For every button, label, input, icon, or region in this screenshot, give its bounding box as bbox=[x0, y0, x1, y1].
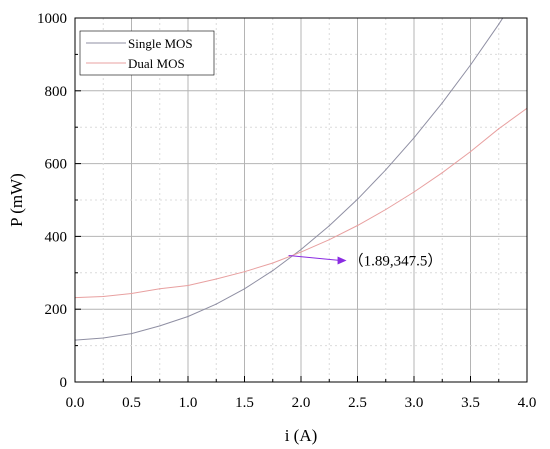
y-tick-label: 200 bbox=[45, 302, 68, 318]
legend-box bbox=[79, 30, 215, 76]
data-point-single-mos bbox=[385, 169, 387, 171]
annotation-label: （1.89,347.5） bbox=[349, 253, 443, 270]
plot-frame bbox=[74, 17, 528, 383]
data-point-dual-mos bbox=[187, 284, 189, 287]
legend-label-single-mos: Single MOS bbox=[128, 36, 193, 51]
x-tick-label: 3.5 bbox=[461, 395, 480, 411]
y-tick-label: 600 bbox=[45, 157, 68, 173]
x-tick-labels: 0.0 0.5 1.0 1.5 2.0 2.5 3.0 3.5 4.0 bbox=[66, 395, 537, 411]
y-tick-label: 1000 bbox=[37, 11, 67, 27]
data-point-single-mos bbox=[187, 315, 189, 318]
data-point-single-mos bbox=[272, 270, 274, 272]
x-tick-label: 2.0 bbox=[292, 395, 311, 411]
y-tick-label: 800 bbox=[45, 84, 68, 100]
data-point-single-mos bbox=[498, 23, 500, 25]
data-point-dual-mos bbox=[441, 172, 443, 174]
legend: Single MOS Dual MOS bbox=[79, 30, 215, 76]
data-point-dual-mos bbox=[300, 251, 302, 253]
x-tick-label: 1.5 bbox=[235, 395, 254, 411]
x-axis-title: i (A) bbox=[285, 426, 318, 445]
data-point-single-mos bbox=[413, 137, 415, 139]
data-point-single-mos bbox=[102, 337, 104, 339]
annotation-arrow bbox=[288, 255, 341, 262]
data-point-dual-mos bbox=[356, 224, 359, 227]
data-point-dual-mos bbox=[498, 128, 500, 130]
data-point-single-mos bbox=[243, 288, 246, 290]
data-point-dual-mos bbox=[272, 262, 274, 264]
data-point-dual-mos bbox=[243, 271, 246, 273]
data-point-single-mos bbox=[356, 198, 359, 200]
y-axis-title: P (mW) bbox=[7, 173, 26, 227]
data-point-single-mos bbox=[300, 248, 302, 251]
data-point-single-mos bbox=[441, 102, 443, 104]
x-tick-label: 4.0 bbox=[518, 395, 537, 411]
x-tick-label: 2.5 bbox=[348, 395, 367, 411]
series-layer bbox=[75, 18, 527, 341]
data-point-dual-mos bbox=[102, 295, 104, 298]
data-point-dual-mos bbox=[328, 239, 330, 241]
data-point-dual-mos bbox=[413, 191, 415, 193]
x-tick-label: 3.0 bbox=[405, 395, 424, 411]
minor-gridlines bbox=[75, 18, 527, 382]
data-point-dual-mos bbox=[385, 208, 387, 211]
y-tick-label: 400 bbox=[45, 229, 68, 245]
data-point-single-mos bbox=[215, 303, 217, 305]
data-point-dual-mos bbox=[130, 292, 133, 295]
data-point-single-mos bbox=[130, 332, 133, 335]
y-tick-label: 0 bbox=[60, 375, 68, 391]
legend-label-dual-mos: Dual MOS bbox=[128, 56, 185, 71]
y-tick-labels: 0 200 400 600 800 1000 bbox=[37, 11, 67, 391]
data-point-single-mos bbox=[328, 225, 330, 227]
data-point-single-mos bbox=[469, 64, 472, 66]
x-tick-label: 0.0 bbox=[66, 395, 85, 411]
x-tick-label: 0.5 bbox=[122, 395, 141, 411]
data-point-single-mos bbox=[159, 325, 161, 327]
data-point-dual-mos bbox=[469, 150, 472, 153]
annotation-arrowhead bbox=[337, 256, 347, 265]
data-point-dual-mos bbox=[215, 278, 217, 280]
data-point-dual-mos bbox=[159, 288, 161, 290]
intersection-annotation: （1.89,347.5） bbox=[288, 253, 443, 270]
x-tick-label: 1.0 bbox=[179, 395, 198, 411]
